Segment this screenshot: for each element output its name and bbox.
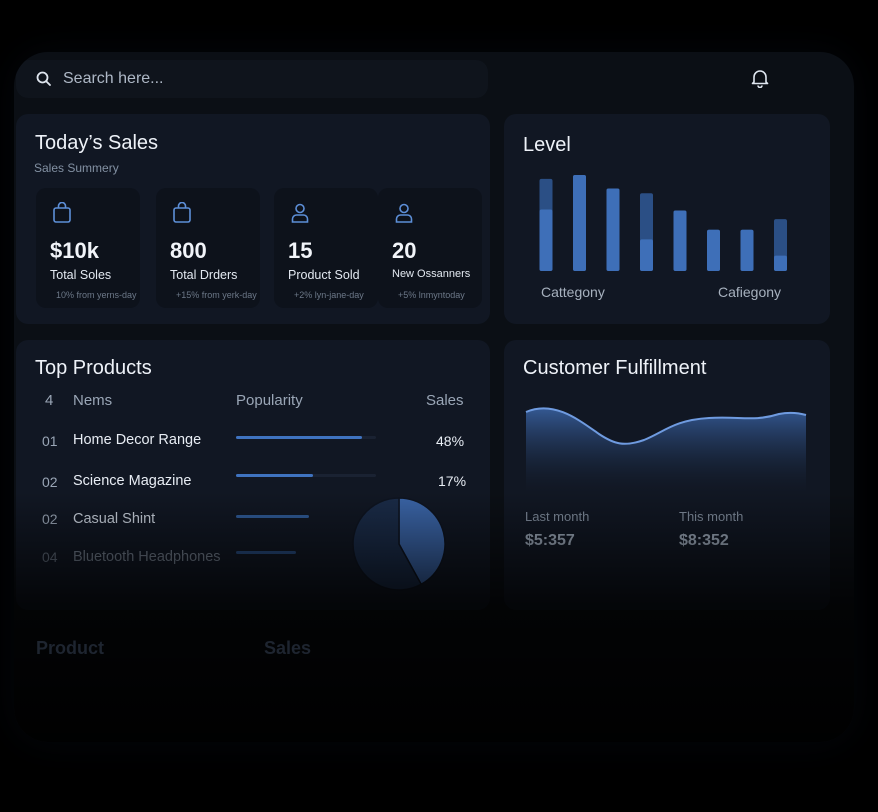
row-number: 02 (42, 474, 58, 490)
column-header-number: 4 (45, 392, 54, 409)
row-number: 01 (42, 433, 58, 449)
level-bar-highlight (707, 229, 720, 271)
stat-card-new-customers[interactable]: 20 New Ossanners +5% lnmyntoday (378, 188, 482, 308)
stat-change: +2% lyn-jane-day (294, 290, 364, 300)
stat-card-total-sales[interactable]: $10k Total Soles 10% from yerns-day (36, 188, 140, 308)
stat-label: Total Soles (50, 268, 112, 282)
level-bar-chart (539, 175, 787, 271)
popularity-fill (236, 515, 309, 518)
last-month-value: $5:357 (525, 532, 575, 549)
level-title: Level (523, 134, 571, 156)
stat-value: $10k (50, 238, 99, 263)
bottom-column-header-sales: Sales (264, 638, 312, 658)
popularity-fill (236, 474, 313, 477)
level-bar-highlight (640, 239, 653, 271)
bell-icon[interactable] (750, 68, 770, 88)
level-card (504, 114, 830, 324)
user-icon (291, 203, 309, 223)
stat-card-product-sold[interactable]: 15 Product Sold +2% lyn-jane-day (274, 188, 378, 308)
popularity-fill (236, 551, 297, 554)
user-icon (395, 203, 413, 223)
last-month-label: Last month (525, 509, 590, 524)
sales-summary-subtitle: Sales Summery (34, 161, 119, 175)
search-bar[interactable] (16, 60, 488, 98)
bottom-column-header-product: Product (36, 638, 105, 658)
stat-value: 15 (288, 238, 313, 263)
product-name: Bluetooth Headphones (73, 549, 221, 565)
level-bar-highlight (606, 188, 620, 271)
stat-value: 20 (392, 238, 417, 263)
level-bar-highlight (573, 175, 586, 271)
popularity-fill (236, 436, 362, 439)
popularity-bar (236, 436, 376, 439)
product-name: Science Magazine (73, 473, 192, 489)
row-number: 04 (42, 549, 58, 565)
shopping-bag-icon (173, 202, 191, 223)
sales-value: 48% (436, 433, 465, 449)
stat-value: 800 (170, 238, 207, 263)
stat-label: Total Drders (170, 268, 238, 282)
level-bar-highlight (740, 229, 754, 271)
stat-label: New Ossanners (392, 268, 471, 280)
fulfillment-area (526, 408, 806, 492)
fulfillment-line (525, 407, 807, 445)
category-label-left: Cattegony (541, 284, 605, 300)
product-name: Home Decor Range (73, 432, 202, 448)
shopping-bag-icon (53, 202, 71, 223)
row-number: 02 (42, 511, 58, 527)
this-month-label: This month (679, 509, 744, 524)
column-header-popularity[interactable]: Popularity (236, 392, 303, 409)
search-input[interactable] (61, 69, 445, 89)
popularity-bar (236, 474, 376, 477)
this-month-value: $8:352 (679, 532, 729, 549)
top-products-title: Top Products (35, 357, 152, 379)
stat-label: Product Sold (288, 268, 360, 282)
column-header-sales[interactable]: Sales (426, 392, 464, 409)
todays-sales-title: Today’s Sales (35, 132, 159, 154)
sales-value: 17% (438, 473, 467, 489)
stat-change: +5% lnmyntoday (398, 290, 465, 300)
level-bar-highlight (673, 210, 687, 271)
stat-card-total-orders[interactable]: 800 Total Drders +15% from yerk-day (156, 188, 260, 308)
category-label-right: Cafiegony (718, 284, 782, 300)
search-icon (36, 71, 51, 86)
customer-fulfillment-title: Customer Fulfillment (523, 357, 707, 379)
sales-pie-chart (352, 497, 446, 591)
app-window: Today’s Sales Sales Summery $10k Total S… (14, 52, 854, 742)
stat-change: +15% from yerk-day (176, 290, 257, 300)
stat-change: 10% from yerns-day (56, 290, 137, 300)
level-bar-highlight (539, 209, 553, 271)
column-header-name[interactable]: Nems (73, 392, 113, 409)
level-bar-highlight (774, 255, 787, 271)
fulfillment-area-chart (525, 407, 807, 492)
product-name: Casual Shint (73, 511, 156, 527)
